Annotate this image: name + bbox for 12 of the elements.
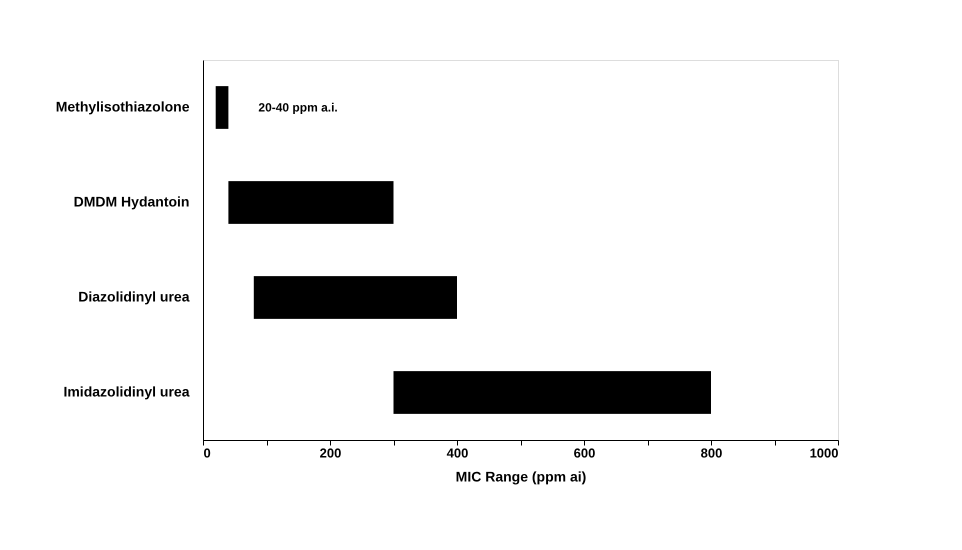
y-tick-label: Diazolidinyl urea [78,288,190,304]
x-axis-title: MIC Range (ppm ai) [456,468,586,484]
y-tick-label: Methylisothiazolone [56,98,190,114]
x-tick-label: 400 [446,446,468,460]
x-tick-label: 0 [204,446,211,460]
x-tick-label: 1000 [810,446,838,460]
x-tick-label: 600 [574,446,596,460]
x-tick-label: 200 [320,446,342,460]
y-tick-label: Imidazolidinyl urea [63,384,190,400]
annotation: 20-40 ppm a.i. [258,100,338,114]
x-tick-label: 800 [700,446,722,460]
y-tick-label: DMDM Hydantoin [74,194,190,210]
